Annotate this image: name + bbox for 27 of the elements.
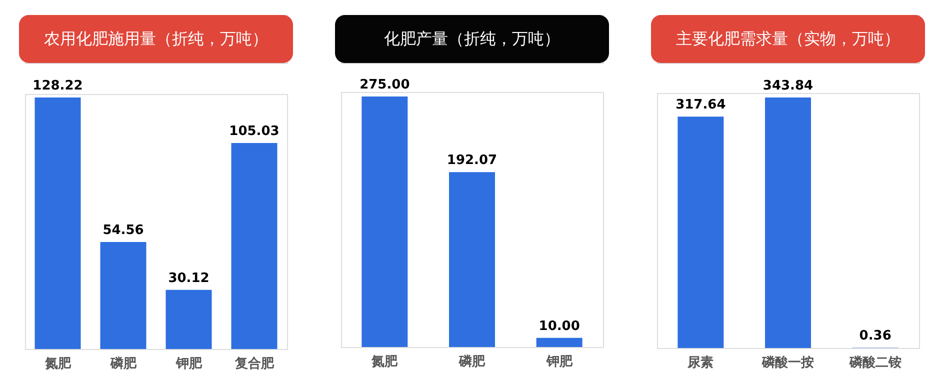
bar [34,97,81,349]
data-label: 317.64 [676,98,726,113]
data-label: 275.00 [360,78,410,93]
data-label: 192.07 [446,153,498,168]
chart-title: 农用化肥施用量（折纯，万吨） [44,29,268,48]
data-label: 10.00 [538,318,580,334]
chart-title: 化肥产量（折纯，万吨） [384,29,560,48]
data-label: 128.22 [32,78,83,94]
data-label: 54.56 [102,222,144,238]
x-tick-label: 氮肥 [44,356,72,372]
x-tick-label: 钾肥 [545,354,574,370]
x-tick-label: 复合肥 [234,356,275,372]
x-tick-label: 磷酸二铵 [848,354,902,370]
x-tick-label: 磷肥 [109,356,138,372]
x-tick-label: 磷肥 [458,354,486,370]
data-label: 343.84 [762,78,814,94]
x-tick-label: 尿素 [686,354,714,370]
x-tick-label: 钾肥 [174,356,203,372]
data-label: 30.12 [168,270,210,286]
data-label: 105.03 [229,124,280,139]
data-label: 0.36 [859,328,892,344]
bar [166,290,212,349]
bar [231,142,278,349]
chart-title: 主要化肥需求量（实物，万吨） [676,29,900,48]
bar [100,242,146,349]
x-tick-label: 磷酸一按 [761,354,814,370]
x-tick-label: 氮肥 [370,354,399,370]
